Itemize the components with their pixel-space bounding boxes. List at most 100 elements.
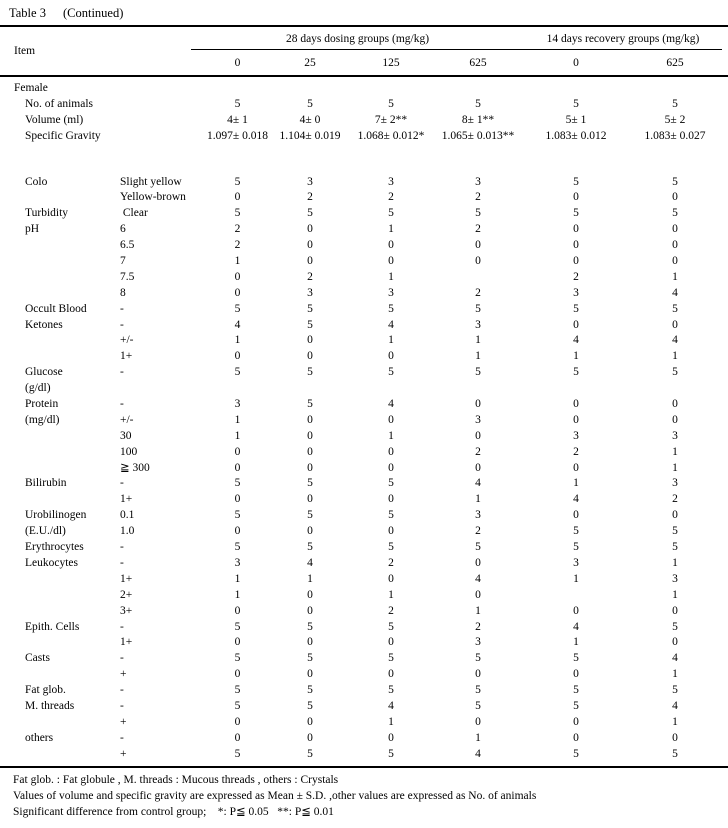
value-cell: 3 (475, 413, 481, 426)
value-cell: 2 (388, 556, 394, 569)
value-cell: 1.065± 0.013** (441, 129, 515, 142)
value-cell: 2 (475, 286, 481, 299)
value-cell: 5 (388, 541, 394, 554)
value-cell: 0 (672, 318, 678, 331)
value-cell: 5 (573, 541, 579, 554)
value-cell: 4 (573, 493, 579, 506)
value-cell: 4 (475, 477, 481, 490)
row-sublabel: 6.5 (120, 239, 135, 252)
value-cell: 5 (307, 207, 313, 220)
value-cell: 0 (573, 509, 579, 522)
row-sublabel: 8 (120, 286, 126, 299)
value-cell: 1 (475, 604, 481, 617)
row-label (10, 349, 115, 365)
table-row: Occult Blood - 5 5 5 5 5 5 (10, 302, 728, 318)
value-cell: 5 (307, 747, 313, 760)
value-cell: 1 (234, 334, 241, 347)
value-cell: 5 (307, 97, 313, 110)
value-cell: 1.083± 0.012 (545, 129, 607, 142)
table-row: (mg/dl) +/- 1 0 0 3 0 0 (10, 413, 728, 429)
value-cell: 0 (573, 413, 579, 426)
value-cell: 5 (234, 97, 241, 110)
value-cell: 1 (672, 461, 678, 474)
table-number: Table 3 (9, 6, 46, 20)
value-cell: 3 (388, 175, 394, 188)
row-sublabel: Yellow-brown (120, 191, 186, 204)
value-cell: 0 (573, 715, 579, 728)
value-cell: 5 (573, 747, 579, 760)
value-cell: 3 (234, 398, 241, 411)
value-cell: 5 (573, 366, 579, 379)
value-cell: 1 (307, 572, 313, 585)
row-sublabel: +/- (120, 334, 134, 347)
value-cell: 5 (234, 366, 241, 379)
value-cell (432, 381, 524, 397)
table-row: Yellow-brown 0 2 2 2 0 0 (10, 190, 728, 206)
value-cell: 0 (307, 350, 313, 363)
value-cell: 0 (573, 604, 579, 617)
value-cell: 5 (573, 97, 579, 110)
value-cell: 5 (307, 541, 313, 554)
value-cell: 1 (672, 350, 678, 363)
table-row: Glucose - 5 5 5 5 5 5 (10, 365, 728, 381)
value-cell: 0 (388, 255, 394, 268)
value-cell: 1 (234, 572, 241, 585)
value-cell: 5 (672, 684, 678, 697)
value-cell (432, 81, 524, 97)
value-cell: 1 (234, 413, 241, 426)
row-label: Fat glob. (25, 684, 66, 697)
row-label: Casts (25, 652, 50, 665)
value-cell: 4 (573, 334, 579, 347)
table-row: Leukocytes - 3 4 2 0 3 1 (10, 556, 728, 572)
value-cell: 0 (573, 731, 579, 744)
value-cell: 5 (388, 652, 394, 665)
row-sublabel (115, 129, 205, 145)
row-label: Colo (25, 175, 48, 188)
value-cell: 3 (672, 572, 678, 585)
value-cell: 0 (234, 715, 241, 728)
value-cell: 5 (307, 398, 313, 411)
value-cell: 0 (573, 223, 579, 236)
value-cell: 5 (475, 699, 481, 712)
value-cell: 0 (307, 445, 313, 458)
value-cell: 1 (672, 270, 678, 283)
value-cell (205, 81, 270, 97)
dose-column-header-0: 0 (234, 57, 241, 69)
row-sublabel: 1+ (120, 636, 133, 649)
value-cell: 0 (307, 461, 313, 474)
row-label: pH (25, 223, 40, 236)
value-cell: 0 (307, 604, 313, 617)
value-cell: 4 (234, 318, 241, 331)
table-row: +0 0 0 0 0 1 (10, 667, 728, 683)
value-cell: 5 (307, 477, 313, 490)
value-cell: 0 (573, 668, 579, 681)
value-cell: 2 (672, 493, 678, 506)
value-cell: 0 (307, 255, 313, 268)
value-cell: 0 (234, 668, 241, 681)
value-cell: 0 (573, 461, 579, 474)
row-label: Specific Gravity (25, 129, 101, 142)
value-cell: 3 (388, 286, 394, 299)
value-cell: 1 (475, 334, 481, 347)
row-label: Turbidity (25, 207, 69, 220)
value-cell: 5 (234, 175, 241, 188)
row-sublabel: 2+ (120, 588, 133, 601)
row-sublabel: - (120, 541, 124, 554)
value-cell: 0 (475, 429, 481, 442)
value-cell: 1 (475, 731, 481, 744)
row-label (10, 270, 115, 286)
row-sublabel: 100 (120, 445, 138, 458)
dose-column-header-25: 25 (304, 57, 316, 69)
value-cell: 3 (573, 429, 579, 442)
value-cell: 0 (573, 398, 579, 411)
value-cell: 3 (234, 556, 241, 569)
value-cell: 0 (307, 636, 313, 649)
value-cell: 0 (307, 715, 313, 728)
value-cell: 5 (672, 747, 678, 760)
value-cell: 5 (388, 684, 394, 697)
row-label (10, 492, 115, 508)
value-cell: 2 (307, 270, 313, 283)
value-cell: 0 (234, 191, 241, 204)
spacer-row (10, 145, 728, 175)
